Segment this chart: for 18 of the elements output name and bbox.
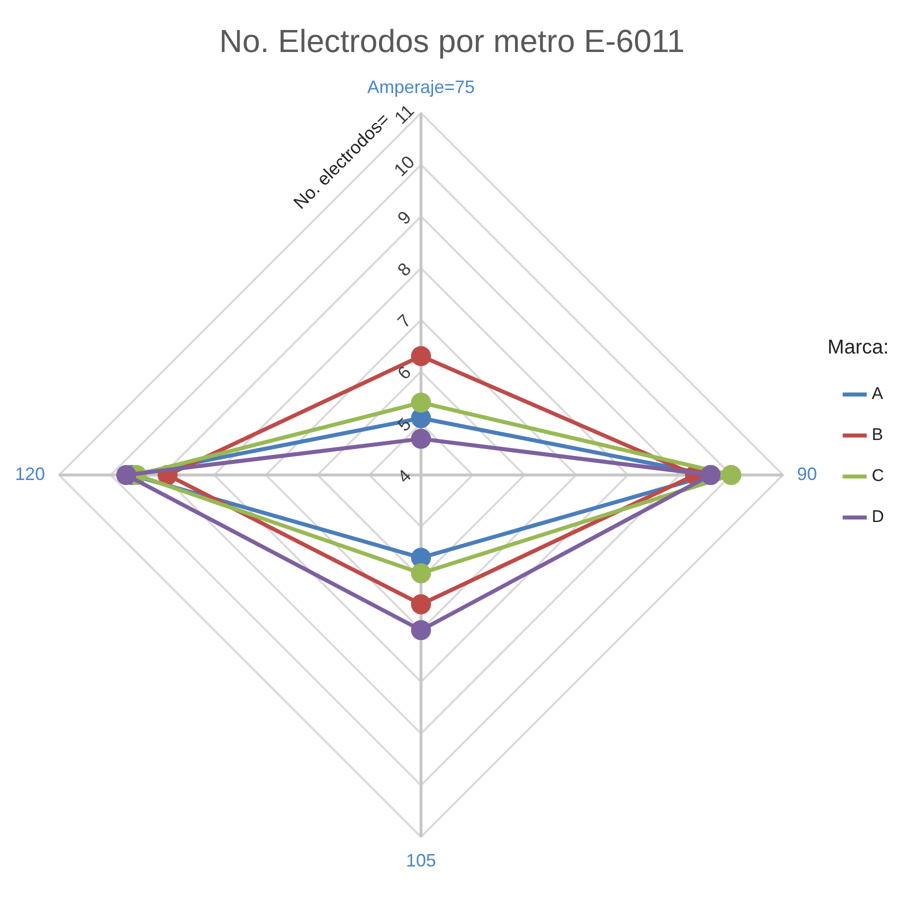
y-tick-label: 5	[394, 414, 415, 436]
y-tick-label: 7	[394, 310, 415, 332]
spoke-label: 120	[14, 464, 46, 484]
y-tick-label: 4	[394, 466, 415, 487]
spoke-label: 105	[406, 850, 436, 871]
y-tick-label: 9	[394, 207, 415, 228]
spoke-label: 90	[796, 464, 817, 484]
legend-label: D	[872, 507, 884, 526]
chart-title: No. Electrodos por metro E-6011	[219, 23, 685, 60]
legend-label: B	[872, 425, 884, 444]
y-tick-label: 11	[390, 100, 418, 128]
legend-label: A	[872, 384, 884, 404]
legend-title: Marca:	[828, 336, 889, 359]
y-tick-label: 6	[394, 362, 415, 384]
spoke-label: Amperaje=75	[367, 77, 475, 98]
y-tick-label: 10	[390, 152, 418, 180]
legend-label: C	[872, 466, 884, 486]
y-tick-label: 8	[394, 258, 415, 280]
